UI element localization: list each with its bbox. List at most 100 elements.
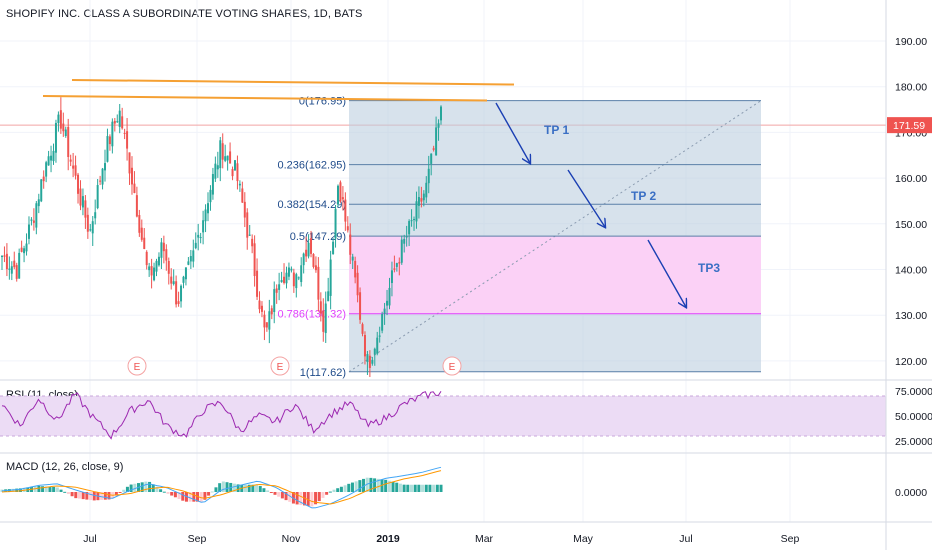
candle-up (194, 242, 197, 249)
rsi-indicator (0, 391, 886, 440)
macd-histogram-bar (66, 492, 70, 495)
candle-down (84, 200, 87, 218)
macd-histogram-bar (44, 486, 48, 492)
candle-down (99, 180, 102, 182)
macd-histogram-bar (114, 492, 118, 496)
earnings-marker-label: E (277, 362, 284, 373)
macd-histogram-bar (258, 486, 262, 492)
candle-down (319, 301, 322, 314)
candle-down (126, 131, 129, 149)
candle-down (121, 116, 124, 129)
candle-up (410, 220, 413, 222)
macd-histogram-bar (203, 492, 207, 500)
fibonacci-retracement[interactable]: 0(176.95) 0.236(162.95) 0.382(154.29) 0.5(1… (278, 96, 762, 379)
earnings-marker (442, 356, 462, 376)
earnings-marker (270, 356, 290, 376)
macd-histogram-bar (52, 486, 56, 492)
time-tick: Jul (679, 533, 692, 545)
candle-up (216, 165, 219, 170)
candle-down (72, 165, 75, 169)
candle-down (432, 148, 435, 150)
macd-histogram-bar (85, 492, 89, 500)
macd-histogram-bar (273, 492, 277, 495)
macd-histogram-bar (314, 492, 318, 505)
candle-up (214, 163, 217, 179)
time-tick: Nov (282, 533, 301, 545)
macd-histogram-bar (225, 482, 229, 492)
candle-up (187, 261, 190, 265)
macd-histogram-bar (291, 492, 295, 504)
macd-histogram-bar (325, 492, 329, 495)
macd-histogram-bar (413, 484, 417, 492)
candle-up (54, 122, 57, 153)
macd-histogram-bar (144, 481, 148, 492)
candle-up (336, 185, 339, 205)
candle-up (327, 291, 330, 302)
macd-histogram-bar (262, 488, 266, 492)
candle-up (302, 253, 305, 266)
candle-up (47, 156, 50, 166)
candle-down (339, 182, 342, 202)
fib-level-label: 1(117.62) (300, 367, 346, 379)
macd-histogram-bar (133, 483, 137, 492)
macd-histogram-bar (428, 484, 432, 492)
macd-histogram-bar (277, 492, 281, 497)
rsi-tick: 50.0000 (895, 411, 932, 423)
candle-up (10, 266, 13, 274)
target-arrow (567, 169, 605, 227)
candle-up (91, 221, 94, 234)
macd-histogram-bar (406, 484, 410, 492)
candle-down (275, 288, 278, 293)
candle-up (268, 311, 271, 330)
macd-histogram-bar (92, 492, 96, 501)
macd-histogram-bar (129, 484, 133, 492)
macd-indicator (0, 466, 443, 509)
target-arrow (647, 239, 686, 307)
macd-histogram-bar (236, 484, 240, 492)
macd-histogram-bar (398, 483, 402, 492)
macd-histogram-bar (251, 484, 255, 492)
candle-down (221, 143, 224, 160)
fib-level-label: 0.786(130.32) (278, 309, 347, 321)
macd-histogram-bar (74, 492, 78, 499)
price-tick: 150.00 (895, 219, 927, 231)
candle-up (25, 243, 28, 252)
candle-down (243, 201, 246, 218)
macd-histogram-bar (118, 492, 122, 493)
macd-histogram-bar (181, 492, 185, 501)
macd-histogram-bar (243, 484, 247, 492)
candle-down (246, 212, 249, 238)
candle-down (283, 276, 286, 283)
candle-down (170, 276, 173, 284)
macd-histogram-bar (232, 483, 236, 492)
candle-up (40, 179, 43, 202)
candle-up (383, 308, 386, 314)
resistance-line-lower (42, 95, 488, 102)
macd-label[interactable]: MACD (12, 26, close, 9) (6, 461, 124, 473)
macd-histogram-bar (358, 480, 362, 492)
candle-up (381, 314, 384, 331)
macd-histogram-bar (122, 489, 126, 492)
trend-drawings[interactable]: TP 1 TP 2 TP3 E E E (42, 79, 720, 376)
macd-histogram-bar (162, 491, 166, 493)
candle-up (371, 359, 374, 364)
candle-up (104, 163, 107, 171)
candle-up (378, 335, 381, 337)
macd-histogram-bar (125, 486, 129, 492)
macd-histogram-bar (41, 486, 45, 492)
macd-histogram-bar (266, 490, 270, 492)
candle-up (52, 150, 55, 162)
time-tick: Sep (781, 533, 800, 545)
candle-down (312, 254, 315, 267)
macd-histogram-bar (336, 488, 340, 492)
macd-histogram-bar (421, 484, 425, 492)
candle-down (175, 281, 178, 305)
candle-up (324, 303, 327, 334)
candle-up (180, 285, 183, 302)
candle-down (42, 176, 45, 182)
macd-histogram-bar (218, 483, 222, 492)
candle-up (89, 229, 92, 231)
macd-histogram-bar (339, 486, 343, 492)
